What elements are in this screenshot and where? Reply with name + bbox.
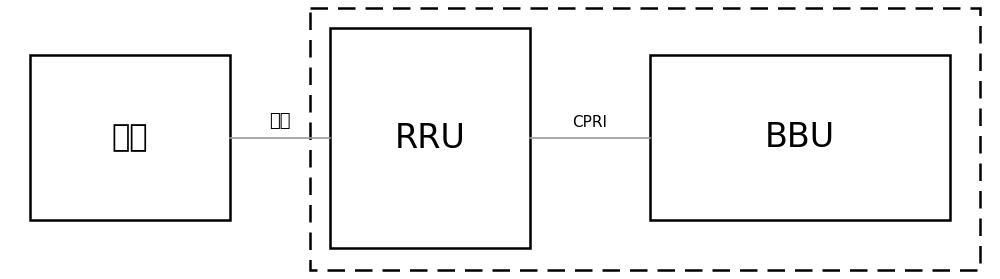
Text: BBU: BBU xyxy=(765,121,835,154)
Bar xyxy=(30,55,230,220)
Bar xyxy=(650,55,950,220)
Bar xyxy=(310,8,980,270)
Bar xyxy=(330,28,530,248)
Text: CPRI: CPRI xyxy=(572,115,608,130)
Text: 天线: 天线 xyxy=(112,123,148,152)
Text: RRU: RRU xyxy=(395,121,465,155)
Text: 馈线: 馈线 xyxy=(269,112,291,130)
